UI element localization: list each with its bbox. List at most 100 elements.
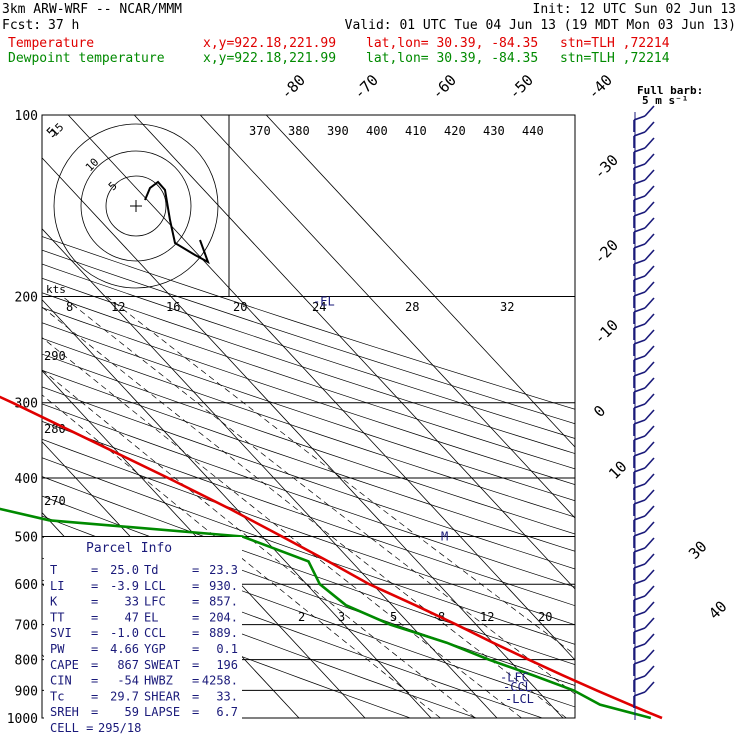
fcst-label: Fcst: [2, 18, 42, 33]
mixing-ratio-label: 12 [111, 300, 125, 314]
parcel-info-key: YGP [144, 642, 166, 656]
theta-label: 440 [522, 124, 544, 138]
parcel-info-separator: = [192, 658, 199, 672]
parcel-info-value: 204. [209, 610, 238, 624]
pressure-label: 800 [15, 654, 38, 669]
parcel-info-value: 33 [125, 595, 139, 609]
parcel-info-key: SREH [50, 705, 79, 719]
level-marker-ccl: -CCL [503, 680, 532, 694]
temperature-tick-label: -10 [590, 316, 622, 348]
hodograph-ring-label: 10 [83, 156, 102, 175]
parcel-info-separator: = [91, 658, 98, 672]
temperature-tick-label: 30 [685, 537, 711, 563]
parcel-info-separator: = [91, 610, 98, 624]
wind-legend-value: 5 m s⁻¹ [642, 94, 688, 107]
pressure-label: 700 [15, 619, 38, 634]
fcst-value: 37 h [48, 18, 80, 33]
parcel-info-key: Td [144, 563, 158, 577]
mixing-ratio-label: 24 [312, 300, 326, 314]
mixing-ratio-label: 20 [538, 610, 552, 624]
pressure-label: 500 [15, 530, 38, 545]
temperature-tick-label: 0 [590, 402, 609, 421]
legend-temperature-stn: stn=TLH ,72214 [560, 36, 670, 51]
mixing-ratio-label: 2 [298, 610, 305, 624]
parcel-info-value: 59 [125, 705, 139, 719]
parcel-info-separator: = [192, 595, 199, 609]
freezing-level-marker: M [441, 529, 448, 543]
parcel-info-key: CCL [144, 626, 166, 640]
parcel-info-value: -1.0 [110, 626, 139, 640]
parcel-info-separator: = [192, 705, 199, 719]
parcel-info-separator: = [91, 626, 98, 640]
parcel-info-key: LI [50, 579, 64, 593]
parcel-info-key: SVI [50, 626, 72, 640]
parcel-info-value: 0.1 [216, 642, 238, 656]
parcel-info-value: 29.7 [110, 689, 139, 703]
parcel-info-separator: = [91, 642, 98, 656]
dewpoint-profile [0, 507, 652, 720]
level-marker-el: -EL [313, 295, 335, 309]
pressure-label: 900 [15, 684, 38, 699]
level-marker-lcl: -LCL [505, 692, 534, 706]
parcel-info-value: -3.9 [110, 579, 139, 593]
temperature-tick-label: -80 [277, 71, 309, 103]
parcel-info-value: 6.7 [216, 705, 238, 719]
parcel-info-separator: = [192, 579, 199, 593]
parcel-info-key: CIN [50, 674, 72, 688]
theta-label: 420 [444, 124, 466, 138]
parcel-info-value: 23.3 [209, 563, 238, 577]
wind-barbs [633, 105, 655, 720]
level-marker-lfc: -LFC [500, 671, 529, 685]
legend-temperature-latlon: lat,lon= 30.39, -84.35 [366, 36, 539, 51]
parcel-info-box: Parcel Info T = 25.0 Td = 23.3 LI = -3.9 LCL = 930. K… [44, 537, 242, 735]
parcel-info-key: LAPSE [144, 705, 180, 719]
valid-time: Valid: 01 UTC Tue 04 Jun 13 (19 MDT Mon … [344, 18, 736, 33]
temperature-tick-label: -30 [590, 151, 622, 183]
parcel-info-key: K [50, 595, 58, 609]
mixing-ratio-label: 16 [166, 300, 180, 314]
theta-label: 390 [327, 124, 349, 138]
model-title: 3km ARW-WRF -- NCAR/MMM [2, 2, 183, 17]
parcel-info-value: 889. [209, 626, 238, 640]
mixing-ratio-label: 8 [66, 300, 73, 314]
legend-temperature-xy: x,y=922.18,221.99 [203, 36, 337, 51]
parcel-info-key: SWEAT [144, 658, 180, 672]
parcel-info-separator: = [91, 579, 98, 593]
pressure-label: 600 [15, 578, 38, 593]
temperature-tick-label: 40 [705, 597, 731, 623]
theta-label: 370 [249, 124, 271, 138]
parcel-info-key: TT [50, 610, 64, 624]
parcel-info-value: 4258. [202, 674, 238, 688]
parcel-info-title: Parcel Info [86, 541, 172, 556]
parcel-info-separator: = [192, 642, 199, 656]
legend-dewpoint-latlon: lat,lon= 30.39, -84.35 [366, 51, 539, 66]
temperature-profile [0, 395, 663, 720]
parcel-info-key: LFC [144, 595, 166, 609]
theta-label: 410 [405, 124, 427, 138]
legend-dewpoint-xy: x,y=922.18,221.99 [203, 51, 337, 66]
legend-dewpoint-name: Dewpoint temperature [8, 51, 165, 66]
parcel-info-value: 930. [209, 579, 238, 593]
temperature-tick-label: -40 [584, 71, 616, 103]
parcel-info-separator: = [192, 689, 199, 703]
temperature-tick-label: -60 [428, 71, 460, 103]
parcel-info-separator: = [192, 610, 199, 624]
theta-label: 290 [44, 349, 66, 363]
parcel-info-separator: = [91, 705, 98, 719]
temperature-tick-label: -50 [505, 71, 537, 103]
parcel-info-value: -54 [117, 674, 139, 688]
mixing-ratio-label: 3 [338, 610, 345, 624]
parcel-info-separator: = [192, 626, 199, 640]
parcel-info-separator: = [192, 563, 199, 577]
wind-legend-title: Full barb: [637, 84, 703, 97]
theta-label: 380 [288, 124, 310, 138]
temperature-tick-label: -20 [590, 236, 622, 268]
hodograph [53, 115, 230, 296]
pressure-label: 100 [15, 109, 38, 124]
theta-label: 400 [366, 124, 388, 138]
pressure-label: 1000 [7, 712, 38, 727]
parcel-info-key: Tc [50, 689, 64, 703]
parcel-info-value: 33. [216, 689, 238, 703]
parcel-info-value: 4.66 [110, 642, 139, 656]
